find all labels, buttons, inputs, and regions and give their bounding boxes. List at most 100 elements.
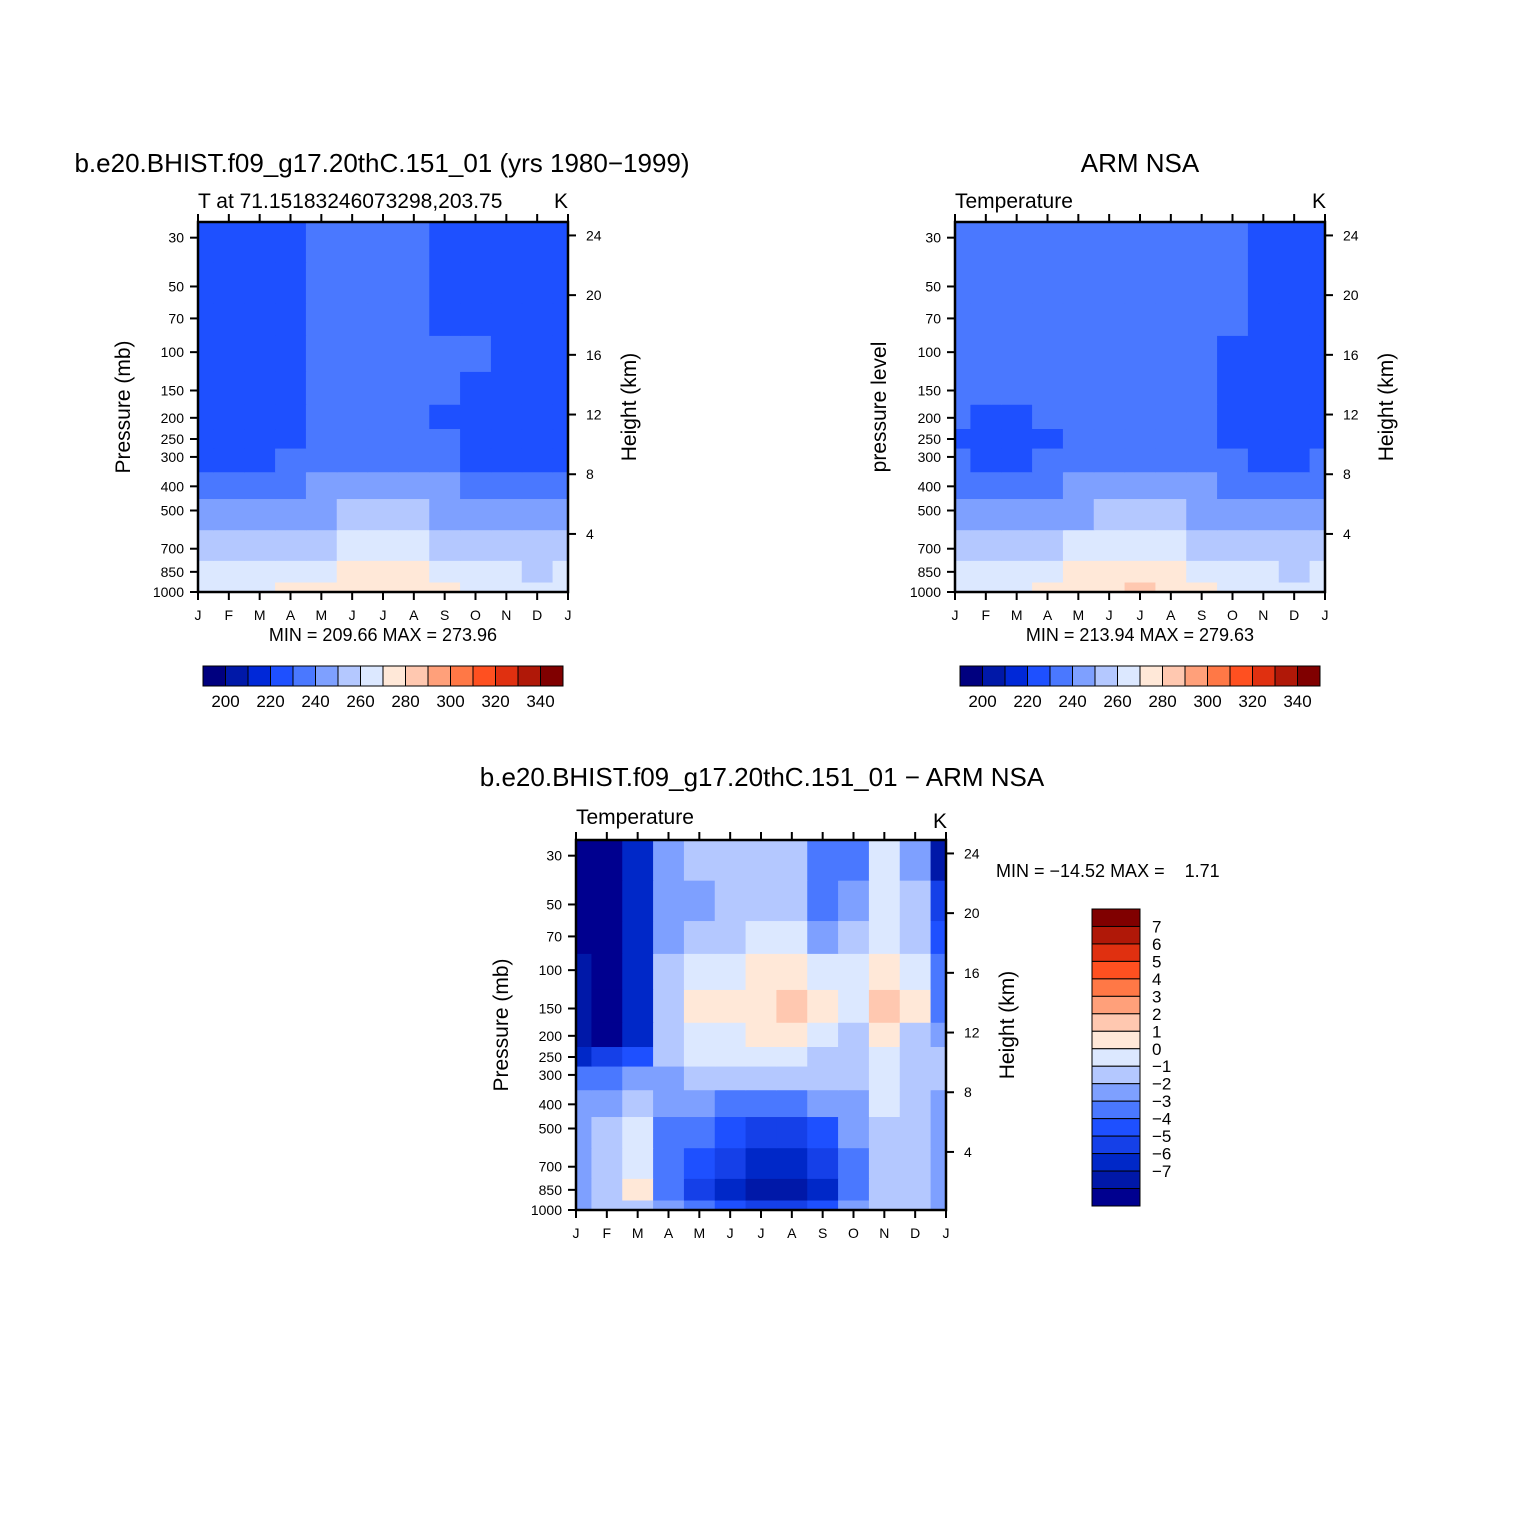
heatmap-cell <box>398 335 430 372</box>
heatmap-cell <box>1032 529 1064 561</box>
heatmap-cell <box>336 404 369 430</box>
heatmap-cell <box>1278 471 1311 500</box>
heatmap-cell <box>899 1178 932 1201</box>
heatmap-cell <box>1032 428 1064 449</box>
heatmap-cell <box>460 498 492 531</box>
heatmap-cell <box>1093 335 1126 372</box>
panel-model-units: K <box>554 190 568 213</box>
heatmap-cell <box>591 953 623 990</box>
heatmap-cell <box>213 222 245 263</box>
x-tick-label: N <box>879 1225 889 1241</box>
panel-obs-title: ARM NSA <box>1081 148 1200 178</box>
y-right-tick-label: 24 <box>1343 227 1359 243</box>
heatmap-cell <box>1124 262 1157 304</box>
heatmap-cell <box>1062 428 1095 449</box>
heatmap-cell <box>244 371 276 405</box>
heatmap-cell <box>1278 581 1311 592</box>
heatmap-cell <box>521 447 554 473</box>
heatmap-cell <box>899 920 932 954</box>
heatmap-cell <box>1001 428 1033 449</box>
heatmap-cell <box>305 335 338 372</box>
heatmap-cell <box>336 560 369 583</box>
heatmap-cell <box>683 1065 716 1091</box>
colorbar-label: 3 <box>1152 987 1161 1006</box>
colorbar-swatch <box>292 665 316 687</box>
y-tick-label: 70 <box>168 310 184 326</box>
heatmap-cell <box>1278 498 1311 531</box>
heatmap-cell <box>838 953 870 990</box>
heatmap-cell <box>745 920 778 954</box>
heatmap-cell <box>1186 529 1218 561</box>
heatmap-cell <box>1247 222 1280 263</box>
heatmap-cell <box>714 920 747 954</box>
heatmap-cell <box>1217 529 1249 561</box>
y-tick-label: 200 <box>918 410 942 426</box>
heatmap-cell <box>460 302 492 336</box>
y-tick-label: 150 <box>539 1001 563 1017</box>
heatmap-cell <box>776 1022 808 1048</box>
heatmap-cell <box>1124 529 1157 561</box>
heatmap-cell <box>776 953 808 990</box>
heatmap-cell <box>490 447 523 473</box>
heatmap-cell <box>275 262 307 304</box>
heatmap-cell <box>490 371 523 405</box>
colorbar-label: 4 <box>1152 970 1161 989</box>
heatmap-cell <box>955 498 972 531</box>
heatmap-cell <box>1001 335 1033 372</box>
y-tick-label: 100 <box>918 344 942 360</box>
heatmap-cell <box>868 1089 901 1118</box>
heatmap-cell <box>1062 371 1095 405</box>
heatmap-cell <box>838 1147 870 1179</box>
heatmap-cell <box>521 404 554 430</box>
colorbar-swatch <box>1091 1153 1141 1172</box>
y-tick-label: 850 <box>918 564 942 580</box>
x-tick-label: O <box>848 1225 859 1241</box>
y-tick-label: 30 <box>925 230 941 246</box>
colorbar-label: −3 <box>1152 1092 1171 1111</box>
y-right-tick-label: 8 <box>586 466 594 482</box>
y-right-tick-label: 4 <box>1343 526 1351 542</box>
colorbar-label: 320 <box>1238 692 1266 711</box>
colorbar-swatch <box>1274 665 1298 687</box>
heatmap-cell <box>552 498 568 531</box>
x-tick-label: J <box>952 607 959 623</box>
heatmap-cell <box>899 1147 932 1179</box>
heatmap-cell <box>1186 447 1218 473</box>
heatmap-cell <box>868 989 901 1023</box>
heatmap-cells <box>198 222 568 592</box>
colorbar-swatch <box>1094 665 1118 687</box>
heatmap-cell <box>198 428 215 449</box>
heatmap-cell <box>930 953 946 990</box>
colorbar-swatch <box>1091 943 1141 962</box>
heatmap-cell <box>429 302 461 336</box>
heatmap-cell <box>1032 471 1064 500</box>
y-right-tick-label: 16 <box>1343 347 1359 363</box>
y-tick-label: 100 <box>161 344 185 360</box>
heatmap-cell <box>460 222 492 263</box>
heatmap-cell <box>622 920 654 954</box>
heatmap-cell <box>838 1065 870 1091</box>
heatmap-cell <box>198 471 215 500</box>
heatmap-cell <box>1186 371 1218 405</box>
heatmap-cell <box>367 471 400 500</box>
heatmap-cell <box>868 1065 901 1091</box>
heatmap-cell <box>838 1022 870 1048</box>
heatmap-cell <box>653 1046 685 1067</box>
heatmap-cell <box>552 447 568 473</box>
y-right-tick-label: 16 <box>964 965 980 981</box>
heatmap-cell <box>776 1089 808 1118</box>
y-right-tick-label: 4 <box>586 526 594 542</box>
heatmap-cell <box>367 447 400 473</box>
heatmap-cell <box>1278 529 1311 561</box>
x-tick-label: A <box>286 607 296 623</box>
heatmap-cell <box>1032 371 1064 405</box>
heatmap-cell <box>868 1116 901 1149</box>
heatmap-cell <box>490 560 523 583</box>
heatmap-cell <box>198 581 215 592</box>
colorbar-swatch <box>982 665 1006 687</box>
colorbar-swatch <box>495 665 519 687</box>
y-tick-label: 70 <box>546 928 562 944</box>
heatmap-cell <box>1001 447 1033 473</box>
x-tick-label: S <box>1197 607 1206 623</box>
heatmap-cell <box>336 581 369 592</box>
